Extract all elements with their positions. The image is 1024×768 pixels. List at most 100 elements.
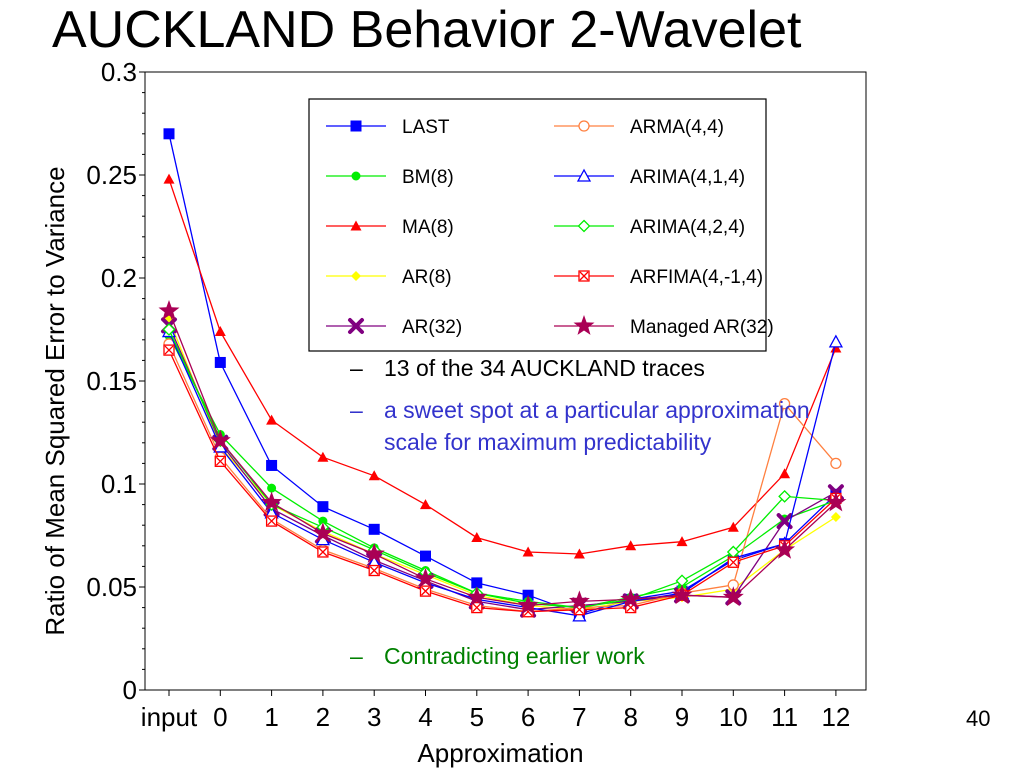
x-tick-label: input xyxy=(141,702,198,732)
legend-item: ARMA(4,4) xyxy=(554,117,724,138)
data-point xyxy=(351,171,361,181)
data-point xyxy=(828,334,843,348)
data-point xyxy=(312,522,334,543)
series-line xyxy=(168,335,837,609)
data-point xyxy=(568,590,590,611)
data-point xyxy=(267,483,277,493)
data-point xyxy=(727,521,739,532)
marker-cross xyxy=(215,456,225,466)
series-managed-ar-32 xyxy=(158,300,847,615)
legend: LAST BM(8) MA(8) AR(8) AR(32) ARMA(4,4) ARIMA(… xyxy=(308,98,774,352)
bullet-dash: – xyxy=(350,643,363,669)
y-tick-label: 0.1 xyxy=(101,469,137,499)
data-point xyxy=(266,459,278,471)
data-point xyxy=(517,594,539,615)
x-tick-label: 1 xyxy=(264,702,278,732)
marker-cross xyxy=(164,345,174,355)
data-point xyxy=(317,451,329,462)
data-point xyxy=(830,457,842,470)
legend-item: ARIMA(4,2,4) xyxy=(554,217,745,238)
y-tick-label: 0.15 xyxy=(86,366,137,396)
slide-title: AUCKLAND Behavior 2-Wavelet xyxy=(52,1,802,59)
x-tick-label: 8 xyxy=(623,702,637,732)
legend-item: BM(8) xyxy=(326,167,454,188)
legend-label: MA(8) xyxy=(402,217,454,238)
x-tick-label: 6 xyxy=(521,702,535,732)
data-point xyxy=(214,356,226,368)
data-point xyxy=(830,511,841,522)
data-point xyxy=(620,588,642,609)
data-point xyxy=(209,429,231,450)
x-tick-label: 2 xyxy=(316,702,330,732)
data-point xyxy=(261,491,283,512)
data-point xyxy=(214,326,226,337)
bullet-text: 13 of the 34 AUCKLAND traces xyxy=(384,355,705,381)
series-line xyxy=(168,349,837,613)
bullet-text: a sweet spot at a particular approximati… xyxy=(384,397,810,455)
data-point xyxy=(163,344,175,356)
y-tick-label: 0.25 xyxy=(86,160,137,190)
data-point xyxy=(317,501,329,513)
legend-label: AR(8) xyxy=(402,267,452,288)
data-point xyxy=(162,323,176,336)
data-point xyxy=(350,220,362,231)
data-point xyxy=(578,120,590,132)
data-point xyxy=(471,532,483,543)
data-point xyxy=(825,491,847,512)
legend-item: Managed AR(32) xyxy=(554,315,774,338)
data-point xyxy=(415,567,436,588)
data-point xyxy=(671,584,693,605)
data-point xyxy=(573,548,585,559)
data-point xyxy=(471,577,483,589)
marker-cross xyxy=(267,516,277,526)
data-point xyxy=(625,540,637,551)
legend-item: ARFIMA(4,-1,4) xyxy=(554,267,763,288)
x-tick-label: 7 xyxy=(572,702,586,732)
marker-cross xyxy=(421,586,430,596)
data-point xyxy=(779,468,791,479)
marker-cross xyxy=(318,547,328,557)
data-point xyxy=(676,536,688,547)
data-point xyxy=(522,546,534,557)
legend-item: MA(8) xyxy=(326,217,454,238)
x-tick-label: 0 xyxy=(213,702,227,732)
x-tick-label: 10 xyxy=(719,702,748,732)
data-point xyxy=(265,515,278,527)
series-ma-8 xyxy=(163,173,842,559)
data-point xyxy=(576,168,592,182)
data-point xyxy=(163,128,175,140)
legend-label: ARIMA(4,2,4) xyxy=(630,217,745,238)
marker-cross xyxy=(472,603,482,613)
data-point xyxy=(214,455,226,467)
data-point xyxy=(466,586,488,607)
data-point xyxy=(577,219,591,233)
data-point xyxy=(363,543,385,563)
legend-label: ARMA(4,4) xyxy=(630,117,724,138)
y-axis-label: Ratio of Mean Squared Error to Variance xyxy=(40,166,70,635)
bullet-text: Contradicting earlier work xyxy=(384,643,645,669)
data-point xyxy=(317,546,329,558)
series-line xyxy=(168,343,837,613)
x-tick-label: 5 xyxy=(470,702,484,732)
data-point xyxy=(368,523,380,535)
data-point xyxy=(471,601,483,614)
data-point xyxy=(348,318,364,334)
series-line xyxy=(168,133,837,615)
series-line xyxy=(168,178,837,555)
legend-label: BM(8) xyxy=(402,167,454,188)
legend-item: LAST xyxy=(326,117,450,138)
x-tick-label: 12 xyxy=(821,702,850,732)
y-tick-label: 0.3 xyxy=(101,57,137,87)
data-point xyxy=(776,513,793,530)
x-tick-label: 11 xyxy=(771,702,798,732)
x-tick-label: 9 xyxy=(675,702,689,732)
marker-cross xyxy=(728,557,738,567)
data-point xyxy=(578,270,590,282)
legend-item: AR(32) xyxy=(326,317,462,338)
series-line xyxy=(168,331,837,617)
legend-label: LAST xyxy=(402,117,450,138)
data-point xyxy=(572,608,587,622)
data-point xyxy=(368,470,380,481)
bullet-dash: – xyxy=(350,355,363,381)
